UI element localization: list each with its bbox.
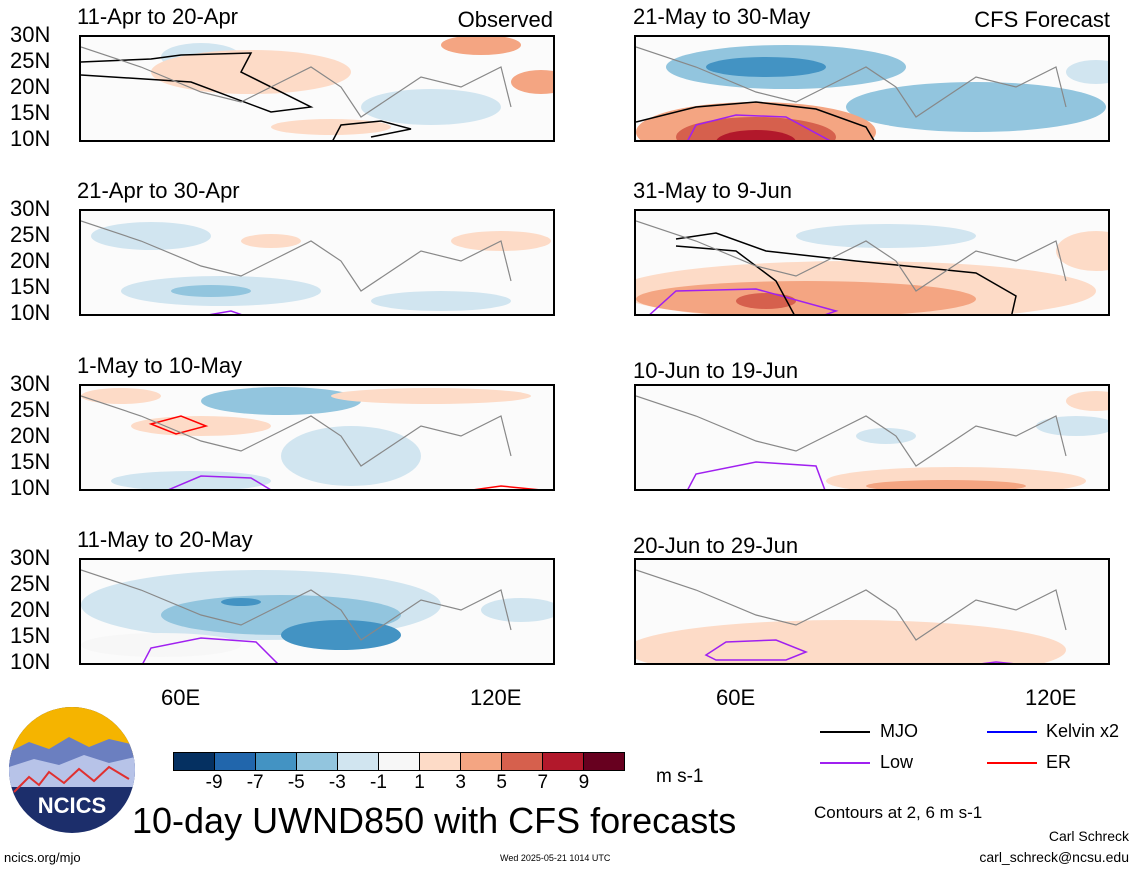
colorbar-tick-label: 7	[537, 772, 549, 793]
legend-label-mjo: MJO	[880, 721, 918, 741]
panel-title: 21-May to 30-May	[633, 4, 811, 29]
panel-title: 31-May to 9-Jun	[633, 178, 792, 203]
legend-line-low	[820, 762, 870, 764]
map-panel	[634, 558, 1110, 665]
map-field	[81, 37, 553, 140]
lat-label: 30N	[10, 196, 51, 221]
panel-title: 10-Jun to 19-Jun	[633, 358, 799, 383]
colorbar-tick-label: 3	[455, 772, 466, 793]
footer-url[interactable]: ncics.org/mjo	[4, 850, 81, 865]
map-field	[81, 569, 553, 663]
colorbar-tick-label: -5	[287, 772, 305, 793]
map-panel	[634, 384, 1110, 491]
lon-label-120e-right: 120E	[1025, 685, 1077, 710]
footer-author: Carl Schreck	[1048, 828, 1129, 844]
lat-label: 20N	[10, 74, 51, 99]
map-panel	[79, 35, 555, 142]
ncics-logo: NCICS	[9, 707, 135, 833]
colorbar-swatch	[379, 753, 420, 770]
footer-timestamp: Wed 2025-05-21 1014 UTC	[500, 853, 611, 863]
footer-email[interactable]: carl_schreck@ncsu.edu	[979, 849, 1129, 865]
legend-label-kelvin: Kelvin x2	[1046, 721, 1120, 741]
map-field	[636, 45, 1108, 140]
colorbar-tick-label: -9	[205, 772, 223, 793]
colorbar-tick-label: -3	[328, 772, 346, 793]
colorbar-swatch	[543, 753, 584, 770]
panel-title: 11-Apr to 20-Apr	[77, 4, 239, 29]
colorbar-swatch	[338, 753, 379, 770]
lat-label: 15N	[10, 623, 51, 648]
colorbar-unit: m s-1	[656, 766, 704, 787]
lat-label: 15N	[10, 274, 51, 299]
colorbar-swatch	[256, 753, 297, 770]
lat-label: 20N	[10, 248, 51, 273]
map-field	[636, 569, 1067, 663]
colorbar-tick-label: 9	[578, 772, 590, 793]
map-panel	[79, 384, 555, 491]
lat-label: 25N	[10, 48, 51, 73]
lat-label: 25N	[10, 571, 51, 596]
lon-label-60e-right: 60E	[716, 685, 756, 710]
colorbar-swatch	[584, 753, 624, 770]
lat-label: 30N	[10, 545, 51, 570]
lat-label: 15N	[10, 449, 51, 474]
lat-label: 10N	[10, 300, 51, 325]
colorbar-swatch	[215, 753, 256, 770]
map-field	[81, 387, 539, 489]
logo-text: NCICS	[37, 793, 107, 818]
lon-label-120e-left: 120E	[470, 685, 522, 710]
colorbar-tick-label: -7	[246, 772, 264, 793]
map-panel	[634, 35, 1110, 142]
panel-label: CFS Forecast	[974, 7, 1110, 32]
colorbar-tick-label: 1	[414, 772, 425, 793]
legend-label-low: Low	[880, 752, 914, 772]
lat-label: 20N	[10, 597, 51, 622]
panel-title: 20-Jun to 29-Jun	[633, 533, 799, 558]
lat-label: 25N	[10, 397, 51, 422]
panel-title: 1-May to 10-May	[77, 353, 243, 378]
legend-line-mjo	[820, 731, 870, 733]
colorbar-swatch	[174, 753, 215, 770]
legend-label-er: ER	[1046, 752, 1072, 772]
map-panel	[634, 209, 1110, 316]
panel-title: 11-May to 20-May	[77, 527, 253, 552]
colorbar-swatch	[502, 753, 543, 770]
map-panel	[79, 558, 555, 665]
lat-label: 30N	[10, 22, 51, 47]
lat-label: 30N	[10, 371, 51, 396]
lat-label: 10N	[10, 475, 51, 500]
map-field	[636, 220, 1108, 314]
colorbar-tick-label: 5	[496, 772, 507, 793]
colorbar-swatch	[297, 753, 338, 770]
lat-label: 10N	[10, 649, 51, 674]
lat-label: 20N	[10, 423, 51, 448]
map-panel	[79, 209, 555, 316]
colorbar	[173, 752, 625, 771]
map-field	[636, 391, 1108, 489]
colorbar-tick-label: -1	[370, 772, 387, 793]
lat-label: 25N	[10, 222, 51, 247]
contours-note: Contours at 2, 6 m s-1	[814, 803, 983, 822]
legend-line-kelvin	[987, 731, 1037, 733]
panel-label: Observed	[457, 7, 553, 32]
lat-label: 10N	[10, 126, 51, 151]
lon-label-60e-left: 60E	[161, 685, 201, 710]
colorbar-swatch	[461, 753, 502, 770]
legend-line-er	[987, 762, 1037, 764]
colorbar-swatch	[420, 753, 461, 770]
lat-label: 15N	[10, 100, 51, 125]
map-field	[81, 220, 551, 314]
main-title: 10-day UWND850 with CFS forecasts	[132, 800, 737, 841]
panel-title: 21-Apr to 30-Apr	[77, 178, 240, 203]
